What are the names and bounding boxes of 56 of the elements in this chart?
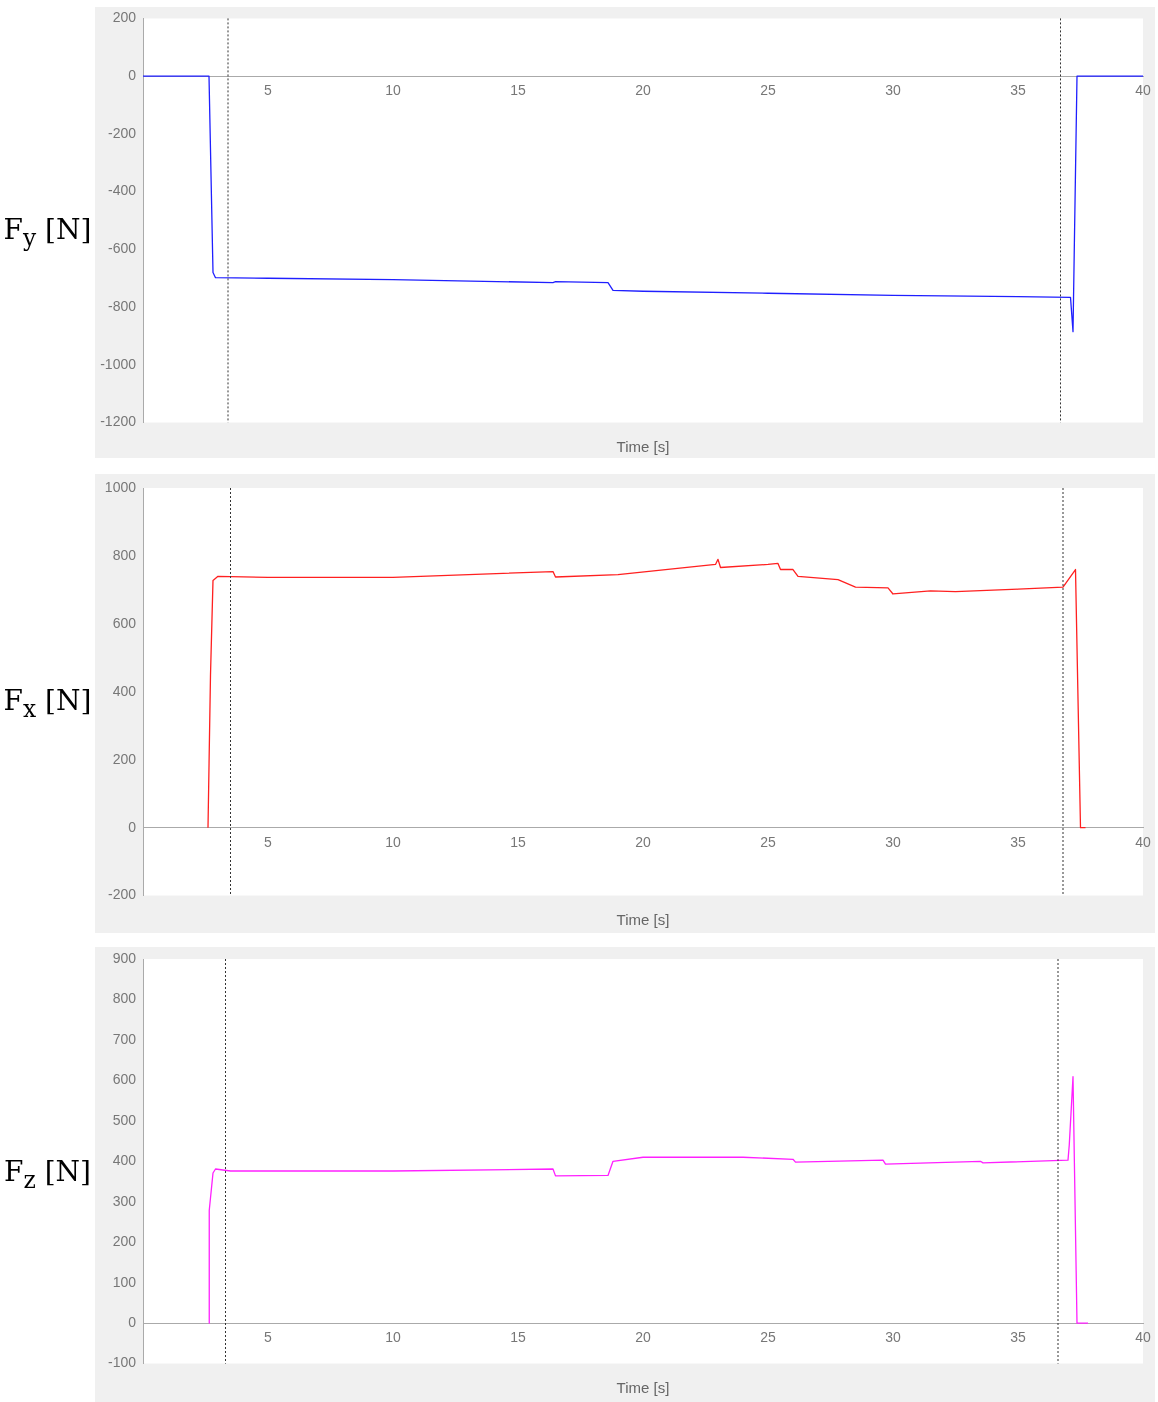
y-tick-label: 0: [128, 818, 137, 835]
x-tick-label: 25: [760, 1329, 776, 1346]
y-tick-label: 100: [112, 1273, 137, 1290]
y-tick-label: -400: [107, 182, 137, 199]
x-tick-label: 20: [635, 82, 651, 99]
x-tick-label: 5: [264, 82, 273, 99]
x-axis-title: Time [s]: [615, 1379, 671, 1396]
y-tick-label: -1000: [100, 355, 137, 372]
x-tick-label: 40: [1135, 1329, 1151, 1346]
y-axis-title: F$_{y}$ [N]: [2, 212, 93, 252]
y-tick-label: 900: [112, 949, 137, 966]
y-tick-label: 200: [112, 9, 137, 26]
x-tick-label: 10: [385, 82, 401, 99]
x-tick-label: 5: [264, 833, 273, 850]
y-tick-label: -100: [107, 1354, 137, 1371]
y-tick-label: 0: [128, 1314, 137, 1330]
x-tick-label: 10: [385, 1329, 401, 1346]
y-tick-label: -200: [107, 124, 137, 141]
x-tick-label: 15: [510, 82, 526, 99]
y-tick-label: 800: [112, 990, 137, 1007]
x-tick-label: 40: [1135, 833, 1151, 850]
x-tick-label: 35: [1010, 1329, 1026, 1346]
x-tick-label: 30: [885, 833, 901, 850]
x-tick-label: 40: [1135, 82, 1151, 99]
y-tick-label: -800: [107, 297, 137, 314]
y-tick-label: 200: [112, 750, 137, 767]
x-tick-label: 35: [1010, 833, 1026, 850]
y-tick-label: -1200: [100, 413, 137, 430]
y-tick-label: -600: [107, 240, 137, 257]
x-tick-label: 15: [510, 1329, 526, 1346]
x-tick-label: 20: [635, 833, 651, 850]
y-tick-label: 200: [112, 1233, 137, 1250]
y-tick-label: 400: [112, 1152, 137, 1169]
y-tick-label: 800: [112, 546, 137, 563]
x-tick-label: 30: [885, 82, 901, 99]
y-tick-label: 0: [128, 67, 137, 83]
x-tick-label: 30: [885, 1329, 901, 1346]
y-tick-label: 600: [112, 1071, 137, 1088]
x-tick-label: 15: [510, 833, 526, 850]
y-tick-label: 600: [112, 614, 137, 631]
x-tick-label: 25: [760, 82, 776, 99]
x-axis-title: Time [s]: [615, 911, 671, 928]
x-tick-label: 20: [635, 1329, 651, 1346]
x-tick-label: 5: [264, 1329, 273, 1346]
y-axis-title: F$_{x}$ [N]: [2, 683, 93, 723]
y-tick-label: 300: [112, 1192, 137, 1209]
x-tick-label: 10: [385, 833, 401, 850]
y-tick-label: 500: [112, 1111, 137, 1128]
x-tick-label: 25: [760, 833, 776, 850]
y-tick-label: 400: [112, 682, 137, 699]
y-tick-label: 1000: [104, 478, 137, 495]
y-tick-label: 700: [112, 1030, 137, 1047]
x-axis-title: Time [s]: [615, 438, 671, 455]
x-tick-label: 35: [1010, 82, 1026, 99]
y-axis-title: F$_{z}$ [N]: [3, 1154, 92, 1194]
y-tick-label: -200: [107, 886, 137, 903]
